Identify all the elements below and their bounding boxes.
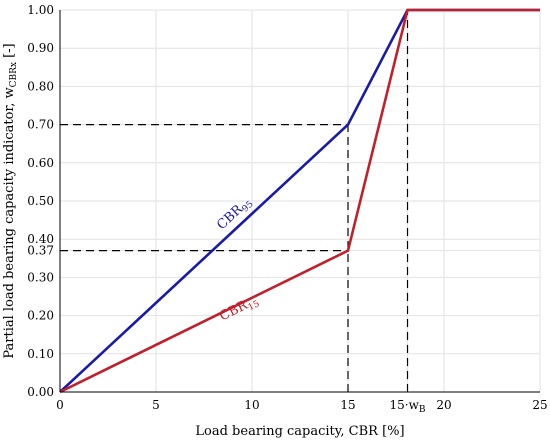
x-tick-label: 25 xyxy=(532,398,547,412)
x-tick-label: 5 xyxy=(152,398,160,412)
x-tick-labels: 0 5 10 15 15·wB 20 25 xyxy=(56,398,547,415)
series-label-cbr15: CBR15 xyxy=(217,293,261,326)
y-tick-label: 0.10 xyxy=(27,347,54,361)
y-tick-label: 0.80 xyxy=(27,79,54,93)
y-tick-label: 0.37 xyxy=(27,244,54,258)
x-tick-label: 20 xyxy=(436,398,451,412)
plot-frame xyxy=(59,10,540,393)
y-tick-labels: 0.00 0.10 0.20 0.30 0.370.40 0.50 0.60 0.70 0.80… xyxy=(27,3,54,399)
reference-lines xyxy=(60,10,409,392)
series-line-cbr15 xyxy=(59,8,540,394)
series-lines xyxy=(59,8,540,394)
y-tick-label: 0.50 xyxy=(27,194,54,208)
x-tick-label: 0 xyxy=(56,398,64,412)
y-tick-label: 0.90 xyxy=(27,41,54,55)
y-tick-label: 0.60 xyxy=(27,156,54,170)
y-tick-label: 1.00 xyxy=(27,3,54,17)
x-tick-label: 10 xyxy=(244,398,259,412)
x-axis-title: Load bearing capacity, CBR [%] xyxy=(195,424,404,439)
x-tick-label: 15·wB xyxy=(390,398,426,415)
grid xyxy=(59,9,541,393)
y-tick-label: 0.20 xyxy=(27,309,54,323)
y-tick-label: 0.30 xyxy=(27,270,54,284)
y-tick-label: 0.40 xyxy=(27,232,54,246)
y-tick-label: 0.00 xyxy=(27,385,54,399)
x-tick-label: 15 xyxy=(340,398,355,412)
y-axis-title: Partial load bearing capacity indicator,… xyxy=(2,43,19,358)
y-tick-label: 0.70 xyxy=(27,118,54,132)
